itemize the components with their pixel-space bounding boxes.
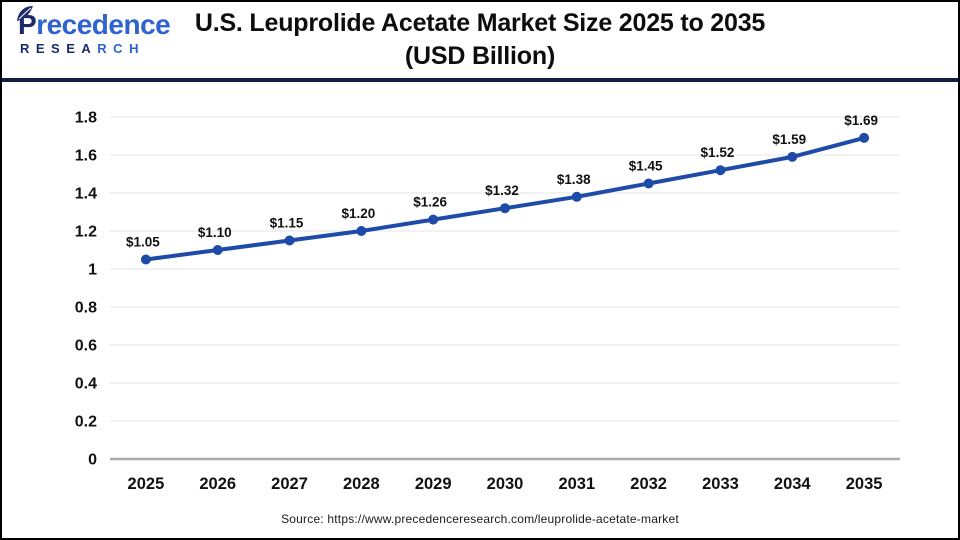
y-axis-tick-label: 1.8 xyxy=(75,110,97,127)
data-point-label: $1.10 xyxy=(198,225,232,240)
logo-subtext-light: RCH xyxy=(97,41,145,56)
x-axis-tick-label: 2025 xyxy=(128,475,165,493)
x-axis-tick-label: 2029 xyxy=(415,475,452,493)
chart-title-line2: (USD Billion) xyxy=(404,42,556,70)
data-point-label: $1.05 xyxy=(126,235,160,250)
x-axis-tick-label: 2026 xyxy=(199,475,236,493)
x-axis-tick-label: 2027 xyxy=(271,475,308,493)
x-axis-tick-label: 2034 xyxy=(774,475,812,493)
x-axis-tick-label: 2031 xyxy=(558,475,595,493)
x-axis-tick-label: 2035 xyxy=(846,475,883,493)
data-point-label: $1.69 xyxy=(844,113,878,128)
y-axis-tick-label: 1.4 xyxy=(75,186,97,203)
data-point-marker xyxy=(715,165,726,176)
source-attribution: Source: https://www.precedenceresearch.c… xyxy=(281,512,679,526)
x-axis-tick-label: 2032 xyxy=(630,475,667,493)
data-point-label: $1.59 xyxy=(772,132,806,147)
data-point-label: $1.26 xyxy=(413,195,447,210)
logo-wordmark: Precedence xyxy=(18,9,171,40)
y-axis-tick-label: 0.8 xyxy=(75,300,97,317)
header: Precedence RESEARCH U.S. Leuprolide Acet… xyxy=(2,2,958,82)
y-axis-tick-label: 0.6 xyxy=(75,338,97,355)
chart-title-line1: U.S. Leuprolide Acetate Market Size 2025… xyxy=(194,9,766,37)
data-point-label: $1.32 xyxy=(485,183,519,198)
leaf-icon xyxy=(17,6,33,21)
data-point-marker xyxy=(212,245,223,255)
data-point-marker xyxy=(284,235,295,246)
y-axis-tick-label: 0.2 xyxy=(75,414,97,431)
y-axis-tick-label: 0 xyxy=(88,452,97,469)
data-point-label: $1.20 xyxy=(341,206,375,221)
data-point-label: $1.45 xyxy=(629,159,663,174)
data-point-marker xyxy=(571,191,582,202)
x-axis-tick-label: 2030 xyxy=(487,475,524,493)
data-point-label: $1.52 xyxy=(701,145,735,160)
data-point-marker xyxy=(140,254,151,265)
y-axis-tick-label: 0.4 xyxy=(75,376,97,393)
data-point-marker xyxy=(356,226,367,236)
y-axis-tick-label: 1 xyxy=(88,262,97,279)
y-axis-tick-label: 1.2 xyxy=(75,224,97,241)
y-axis-tick-label: 1.6 xyxy=(75,148,97,165)
precedence-research-logo: Precedence RESEARCH xyxy=(17,6,171,55)
data-point-label: $1.15 xyxy=(270,216,304,231)
x-axis-tick-label: 2033 xyxy=(702,475,739,493)
data-point-marker xyxy=(787,151,798,162)
series-line xyxy=(143,135,867,262)
data-point-marker xyxy=(643,178,654,189)
data-point-label: $1.38 xyxy=(557,172,591,187)
data-point-marker xyxy=(428,214,439,225)
logo-text-light: recedence xyxy=(36,9,171,40)
data-point-marker xyxy=(500,203,510,214)
data-point-marker xyxy=(859,132,870,143)
x-axis-tick-label: 2028 xyxy=(343,475,380,493)
logo-subtext: RESEARCH xyxy=(20,42,170,55)
logo-subtext-dark: RESEA xyxy=(20,41,98,56)
